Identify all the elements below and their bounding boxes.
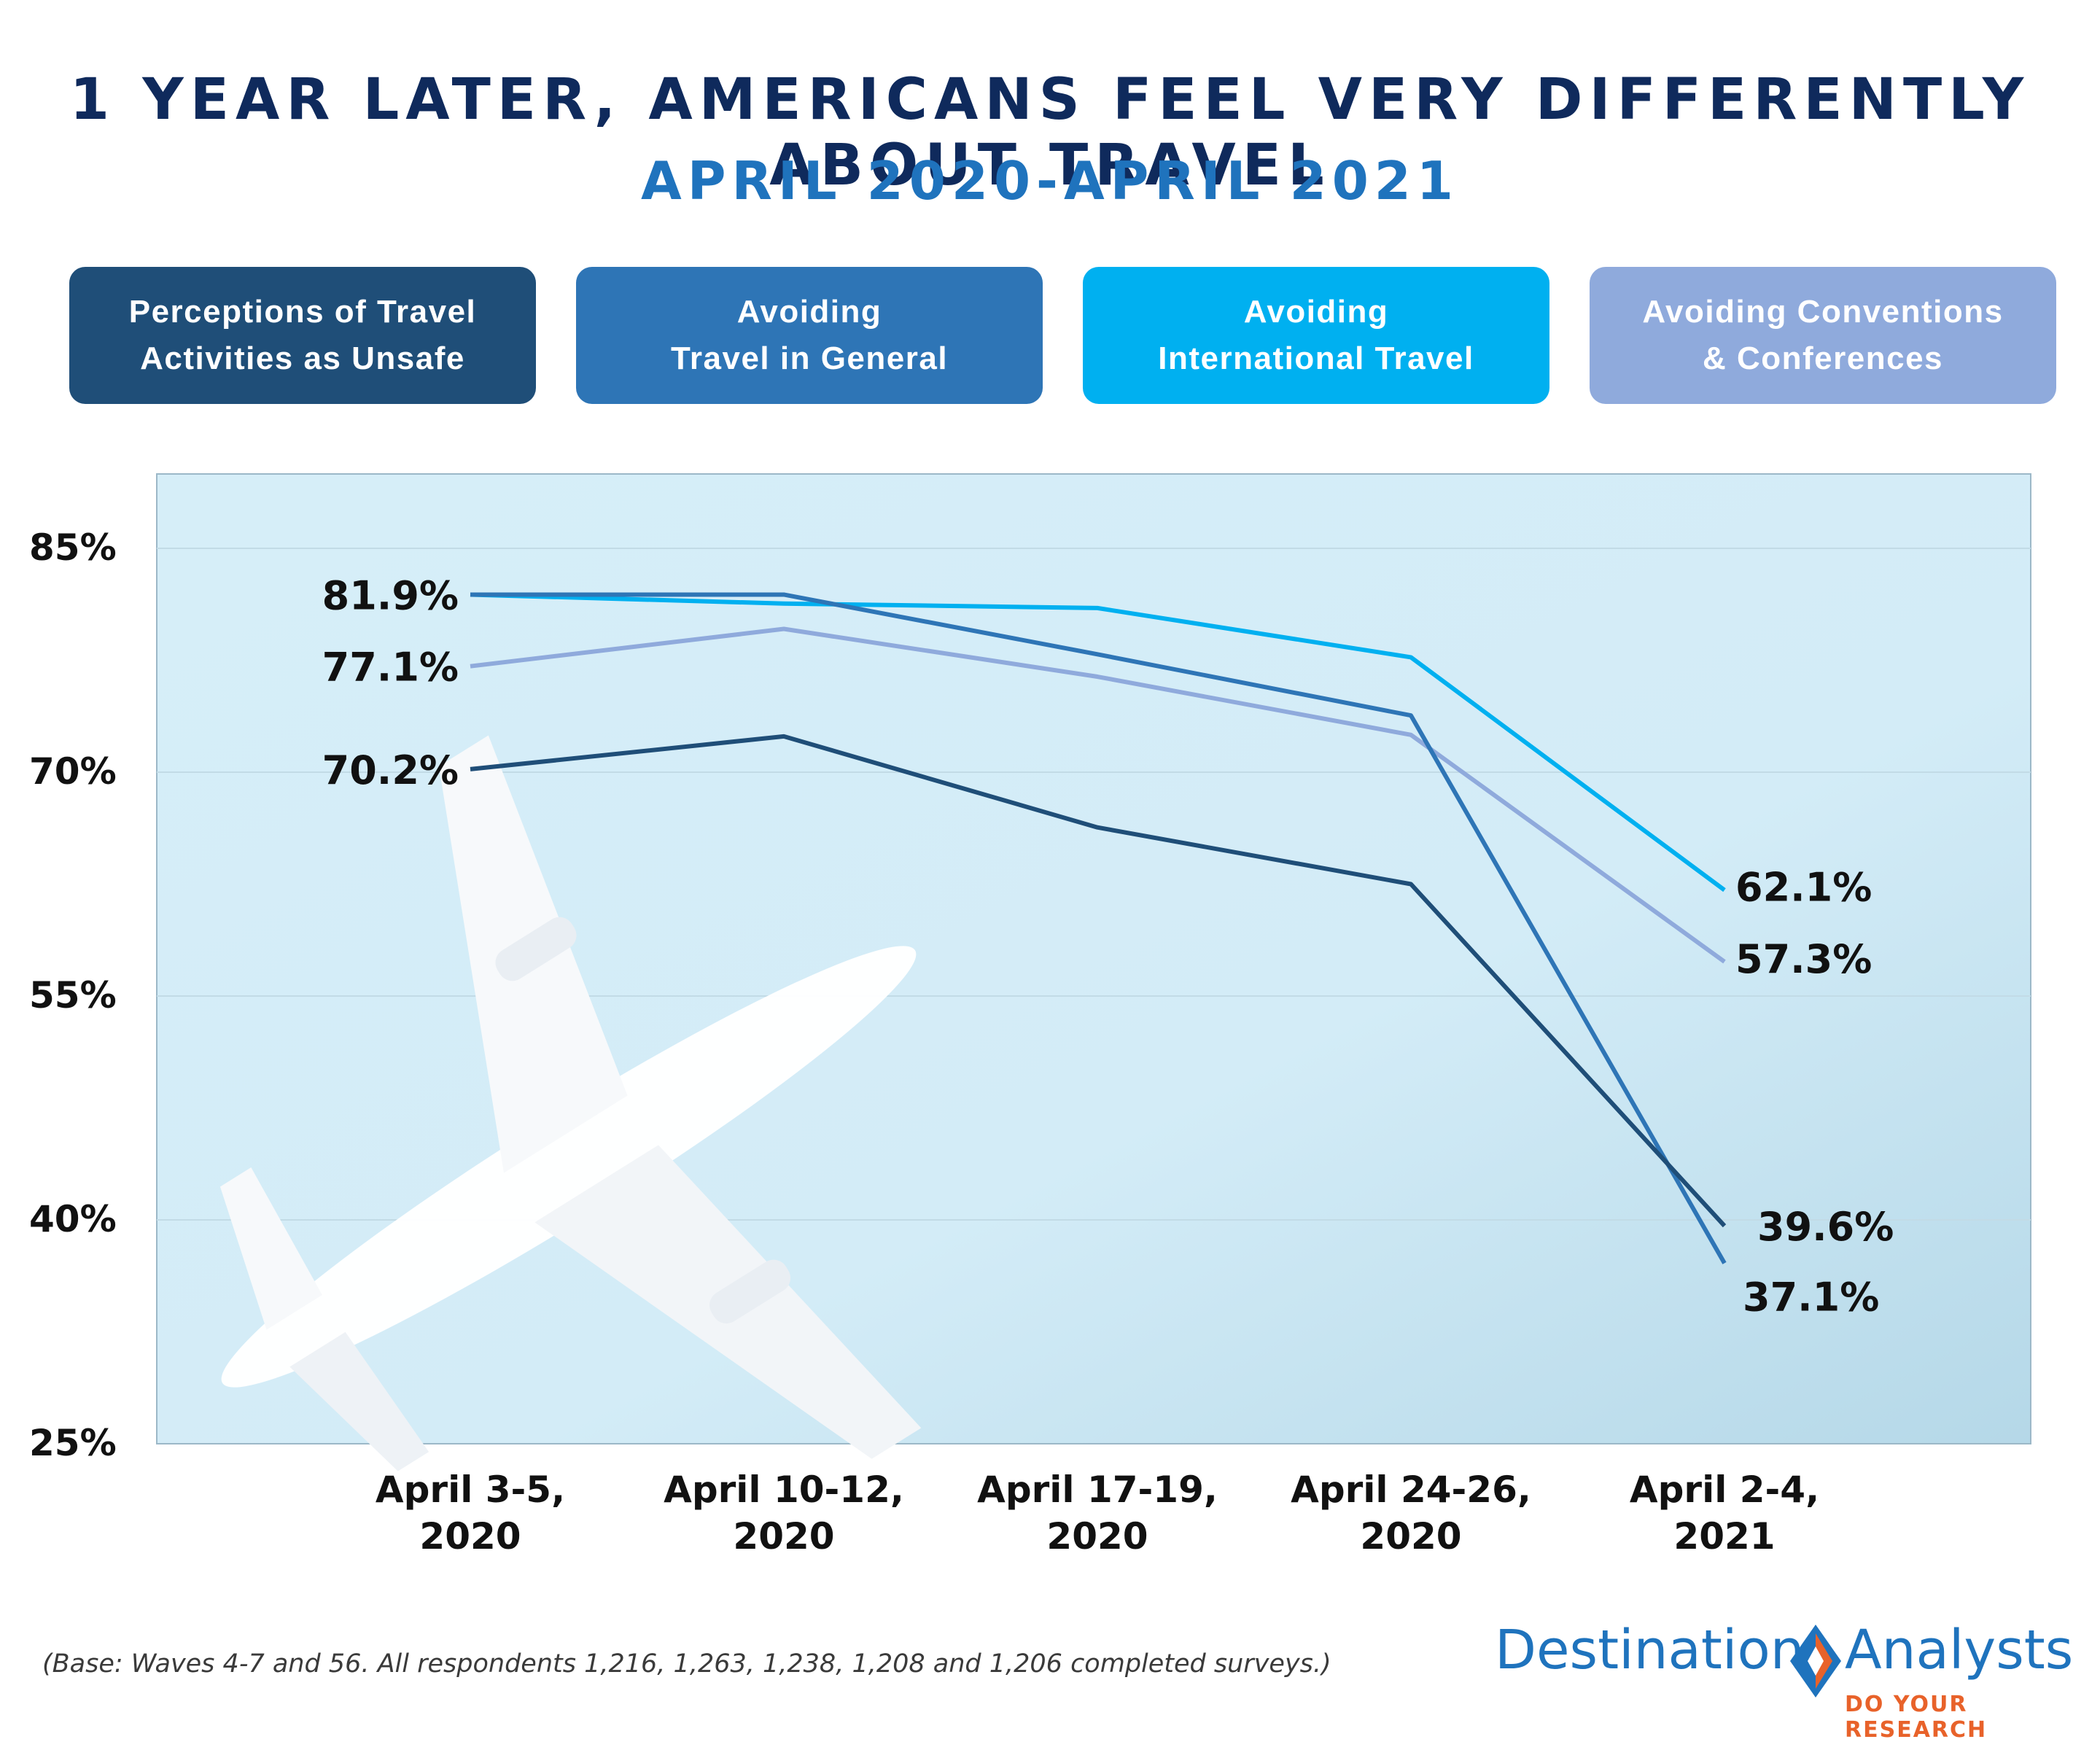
destination-analysts-logo: Destination Analysts DO YOUR RESEARCH (1495, 1619, 2078, 1743)
y-tick-label: 40% (29, 1198, 117, 1240)
legend-item-conventions: Avoiding Conventions & Conferences (1590, 267, 2056, 404)
series-line (470, 592, 1726, 892)
legend-item-unsafe: Perceptions of Travel Activities as Unsa… (69, 267, 536, 404)
y-tick-label: 85% (29, 526, 117, 569)
x-tick-label: April 17-19, 2020 (977, 1469, 1218, 1558)
data-label: 62.1% (1735, 865, 1872, 911)
legend-label: Avoiding International Travel (1158, 294, 1474, 376)
chart-title: 1 YEAR LATER, AMERICANS FEEL VERY DIFFER… (69, 67, 2031, 198)
logo-word-right: Analysts (1845, 1619, 2074, 1681)
x-tick-label: April 3-5, 2020 (376, 1469, 565, 1558)
logo-tagline: DO YOUR RESEARCH (1845, 1692, 1988, 1743)
legend-label: Perceptions of Travel Activities as Unsa… (128, 294, 477, 376)
series-lines (470, 592, 1727, 1264)
legend-item-travel-general: Avoiding Travel in General (576, 267, 1043, 404)
y-tick-label: 25% (29, 1422, 117, 1464)
footnote: (Base: Waves 4-7 and 56. All respondents… (42, 1649, 1331, 1679)
x-tick-label: April 24-26, 2020 (1291, 1469, 1531, 1558)
logo-word-left: Destination (1495, 1619, 1805, 1681)
diamond-logo-icon (1790, 1625, 1841, 1698)
data-label: 77.1% (322, 645, 459, 691)
y-tick-label: 55% (29, 974, 117, 1016)
airplane-image (219, 735, 922, 1471)
legend-item-international: Avoiding International Travel (1083, 267, 1549, 404)
series-line (470, 734, 1727, 1228)
data-label: 39.6% (1757, 1204, 1894, 1250)
y-axis: 25% 40% 55% 70% 85% (29, 526, 117, 1464)
legend-label: Avoiding Conventions & Conferences (1642, 294, 2004, 376)
x-tick-label: April 10-12, 2020 (664, 1469, 904, 1558)
legend-label: Avoiding Travel in General (670, 294, 949, 376)
data-labels: 70.2% 39.6% 37.1% 81.9% 62.1% 77.1% 57.3% (322, 572, 1894, 1320)
series-line (470, 592, 1727, 1264)
data-label: 37.1% (1743, 1274, 1879, 1320)
y-tick-label: 70% (29, 750, 117, 793)
series-line (470, 626, 1726, 964)
data-label: 70.2% (322, 747, 459, 793)
chart-subtitle: APRIL 2020-APRIL 2021 (641, 150, 1459, 211)
data-label: 81.9% (322, 572, 459, 618)
x-axis: April 3-5, 2020 April 10-12, 2020 April 17-1… (376, 1469, 1819, 1558)
data-label: 57.3% (1735, 936, 1872, 982)
x-tick-label: April 2-4, 2021 (1630, 1469, 1819, 1558)
